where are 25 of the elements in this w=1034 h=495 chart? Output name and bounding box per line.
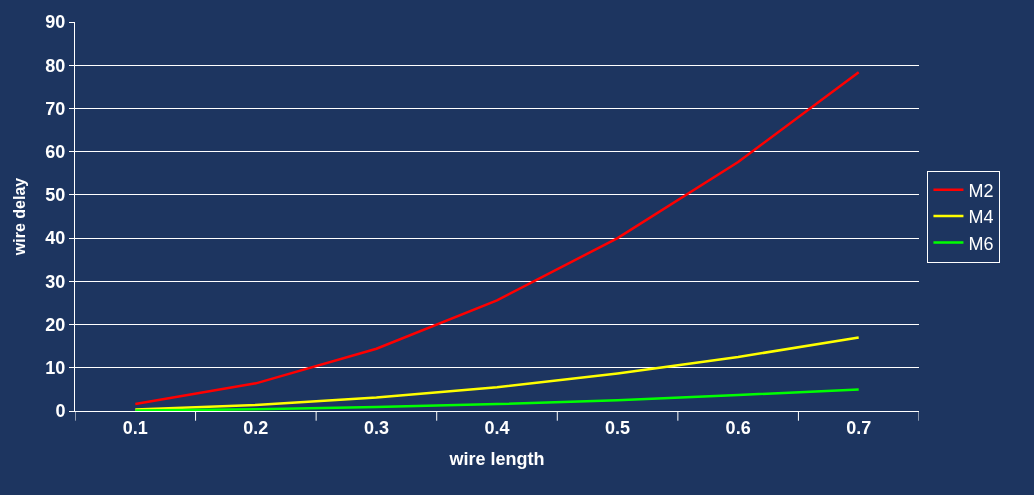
y-tick-label: 10: [45, 358, 66, 379]
line-series: [134, 336, 860, 411]
legend-label: M2: [968, 180, 994, 201]
y-tick-label: 30: [45, 271, 66, 292]
y-axis-title: wire delay: [11, 177, 29, 257]
x-tick-label: 0.6: [725, 417, 751, 438]
x-tick-label: 0.7: [846, 417, 872, 438]
x-tick-label: 0.5: [605, 417, 631, 438]
y-tick-label: 80: [45, 55, 66, 76]
legend-label: M6: [968, 233, 994, 254]
x-tick-label: 0.4: [484, 417, 510, 438]
y-tick-label: 50: [45, 185, 66, 206]
x-tick-label: 0.3: [363, 417, 389, 438]
y-tick-label: 40: [45, 228, 66, 249]
y-tick-label: 60: [45, 141, 66, 162]
y-tick-label: 20: [45, 314, 66, 335]
y-tick-label: 90: [45, 12, 66, 33]
x-tick-label: 0.2: [243, 417, 269, 438]
y-tick-label: 70: [45, 98, 66, 119]
legend-label: M4: [968, 207, 994, 228]
y-tick-label: 0: [55, 401, 66, 422]
line-series: [134, 70, 860, 406]
line-series: [134, 388, 860, 411]
x-axis-title: wire length: [448, 448, 545, 469]
x-tick-label: 0.1: [122, 417, 148, 438]
